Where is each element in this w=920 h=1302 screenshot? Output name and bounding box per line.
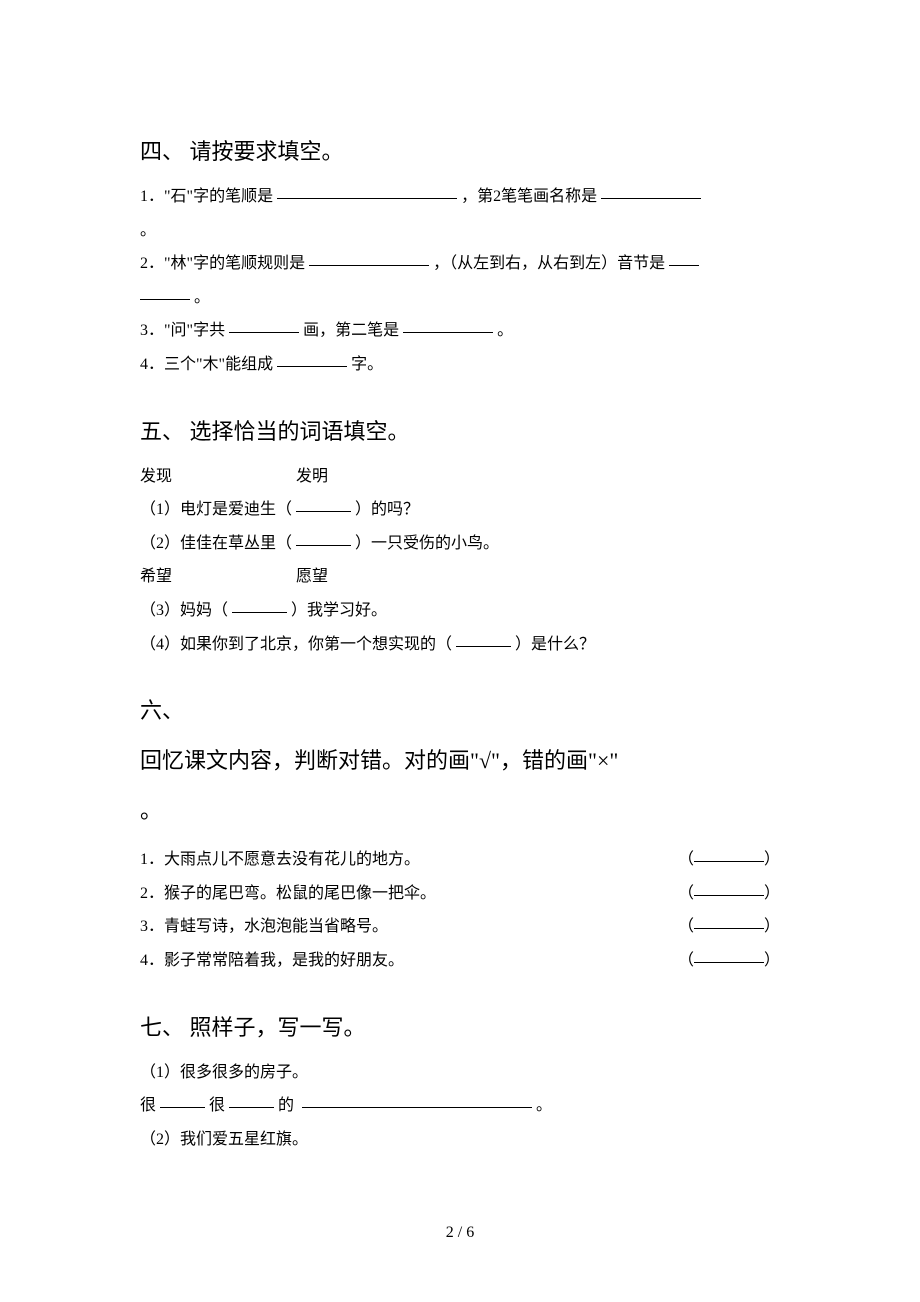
section-6-title-a: 六、 [140,689,780,733]
s5-q4-blank[interactable] [456,631,511,647]
paren-open: （ [678,851,694,868]
s6-item-1-blank[interactable] [694,846,764,862]
s6-item-3-text: 3．青蛙写诗，水泡泡能当省略号。 [140,910,388,944]
s4-q3-text-c: 。 [497,322,513,339]
section-6-title-c: 。 [140,789,780,833]
s4-q1: 1．"石"字的笔顺是 ，第2笔笔画名称是 [140,180,780,214]
s5-pair1-a: 发现 [140,468,172,485]
s7-q1-blank1[interactable] [160,1092,205,1108]
s7-q1-fill-a: 很 [140,1097,156,1114]
s4-q3: 3．"问"字共 画，第二笔是 。 [140,314,780,348]
section-6-title-b: 回忆课文内容，判断对错。对的画"√"，错的画"×" [140,739,780,783]
s5-pair2-a: 希望 [140,568,172,585]
s7-q1-fill-b: 很 [209,1097,225,1114]
s4-q1-blank1[interactable] [277,183,457,199]
s7-q2: （2）我们爱五星红旗。 [140,1123,780,1157]
s5-q1-blank[interactable] [296,496,351,512]
s5-pair1-b: 发明 [296,460,328,494]
s4-q1-blank2[interactable] [601,183,701,199]
s6-item-4-paren: （） [678,944,780,978]
s5-q3-blank[interactable] [232,597,287,613]
s4-q1-tail: 。 [140,214,780,248]
s4-q4-blank1[interactable] [277,351,347,367]
s6-item-3-blank[interactable] [694,913,764,929]
section-7-title: 七、 照样子，写一写。 [140,1006,780,1050]
paren-close: ） [764,952,780,969]
s7-q1-blank3[interactable] [302,1092,532,1108]
s4-q2-text-a: 2．"林"字的笔顺规则是 [140,255,305,272]
s4-q3-text-a: 3．"问"字共 [140,322,225,339]
s4-q2-text-b: ，（从左到右，从右到左）音节是 [433,255,665,272]
s6-item-4-text: 4．影子常常陪着我，是我的好朋友。 [140,944,404,978]
s7-q1-fill: 很 很 的 。 [140,1089,780,1123]
s4-q4: 4．三个"木"能组成 字。 [140,348,780,382]
s4-q3-blank1[interactable] [229,317,299,333]
section-4-title: 四、 请按要求填空。 [140,130,780,174]
s5-pair2: 希望 愿望 [140,560,780,594]
s5-q1-a: （1）电灯是爱迪生（ [140,501,292,518]
s6-item-1-text: 1．大雨点儿不愿意去没有花儿的地方。 [140,843,420,877]
s6-item-2-blank[interactable] [694,880,764,896]
s4-q2-blank2[interactable] [669,250,699,266]
s6-item-4: 4．影子常常陪着我，是我的好朋友。 （） [140,944,780,978]
s7-q1-blank2[interactable] [229,1092,274,1108]
s4-q4-text-a: 4．三个"木"能组成 [140,356,273,373]
paren-close: ） [764,918,780,935]
s5-q4-a: （4）如果你到了北京，你第一个想实现的（ [140,636,452,653]
paren-close: ） [764,851,780,868]
s6-item-3-paren: （） [678,910,780,944]
s5-q3: （3）妈妈（ ）我学习好。 [140,594,780,628]
s7-q1-fill-d: 。 [536,1097,552,1114]
s6-item-3: 3．青蛙写诗，水泡泡能当省略号。 （） [140,910,780,944]
s5-q1: （1）电灯是爱迪生（ ）的吗？ [140,493,780,527]
s7-q1-fill-c: 的 [278,1097,294,1114]
s5-q4: （4）如果你到了北京，你第一个想实现的（ ）是什么？ [140,628,780,662]
section-5-title: 五、 选择恰当的词语填空。 [140,410,780,454]
s4-q2-blank3[interactable] [140,284,190,300]
s5-q4-b: ）是什么？ [515,636,595,653]
s4-q3-text-b: 画，第二笔是 [303,322,399,339]
s6-item-2-text: 2．猴子的尾巴弯。松鼠的尾巴像一把伞。 [140,877,436,911]
s6-item-2: 2．猴子的尾巴弯。松鼠的尾巴像一把伞。 （） [140,877,780,911]
s5-q2-b: ）一只受伤的小鸟。 [355,535,499,552]
s7-q1: （1）很多很多的房子。 [140,1056,780,1090]
s4-q2-blank1[interactable] [309,250,429,266]
s6-item-1-paren: （） [678,843,780,877]
s6-item-4-blank[interactable] [694,947,764,963]
s4-q1-text-b: ，第2笔笔画名称是 [461,188,597,205]
s5-pair1: 发现 发明 [140,460,780,494]
s5-q1-b: ）的吗？ [355,501,419,518]
s5-q3-a: （3）妈妈（ [140,602,228,619]
s4-q2: 2．"林"字的笔顺规则是 ，（从左到右，从右到左）音节是 [140,247,780,281]
s6-item-2-paren: （） [678,877,780,911]
s5-q2-blank[interactable] [296,530,351,546]
s5-q2: （2）佳佳在草丛里（ ）一只受伤的小鸟。 [140,527,780,561]
s5-pair2-b: 愿望 [296,560,328,594]
s4-q3-blank2[interactable] [403,317,493,333]
s5-q3-b: ）我学习好。 [291,602,387,619]
paren-open: （ [678,885,694,902]
paren-open: （ [678,918,694,935]
page-footer: 2 / 6 [0,1224,920,1242]
s4-q1-text-a: 1．"石"字的笔顺是 [140,188,273,205]
s4-q2-line2: 。 [140,281,780,315]
paren-open: （ [678,952,694,969]
s4-q2-text-c: 。 [194,289,210,306]
s4-q4-text-b: 字。 [351,356,383,373]
s5-q2-a: （2）佳佳在草丛里（ [140,535,292,552]
s6-item-1: 1．大雨点儿不愿意去没有花儿的地方。 （） [140,843,780,877]
paren-close: ） [764,885,780,902]
